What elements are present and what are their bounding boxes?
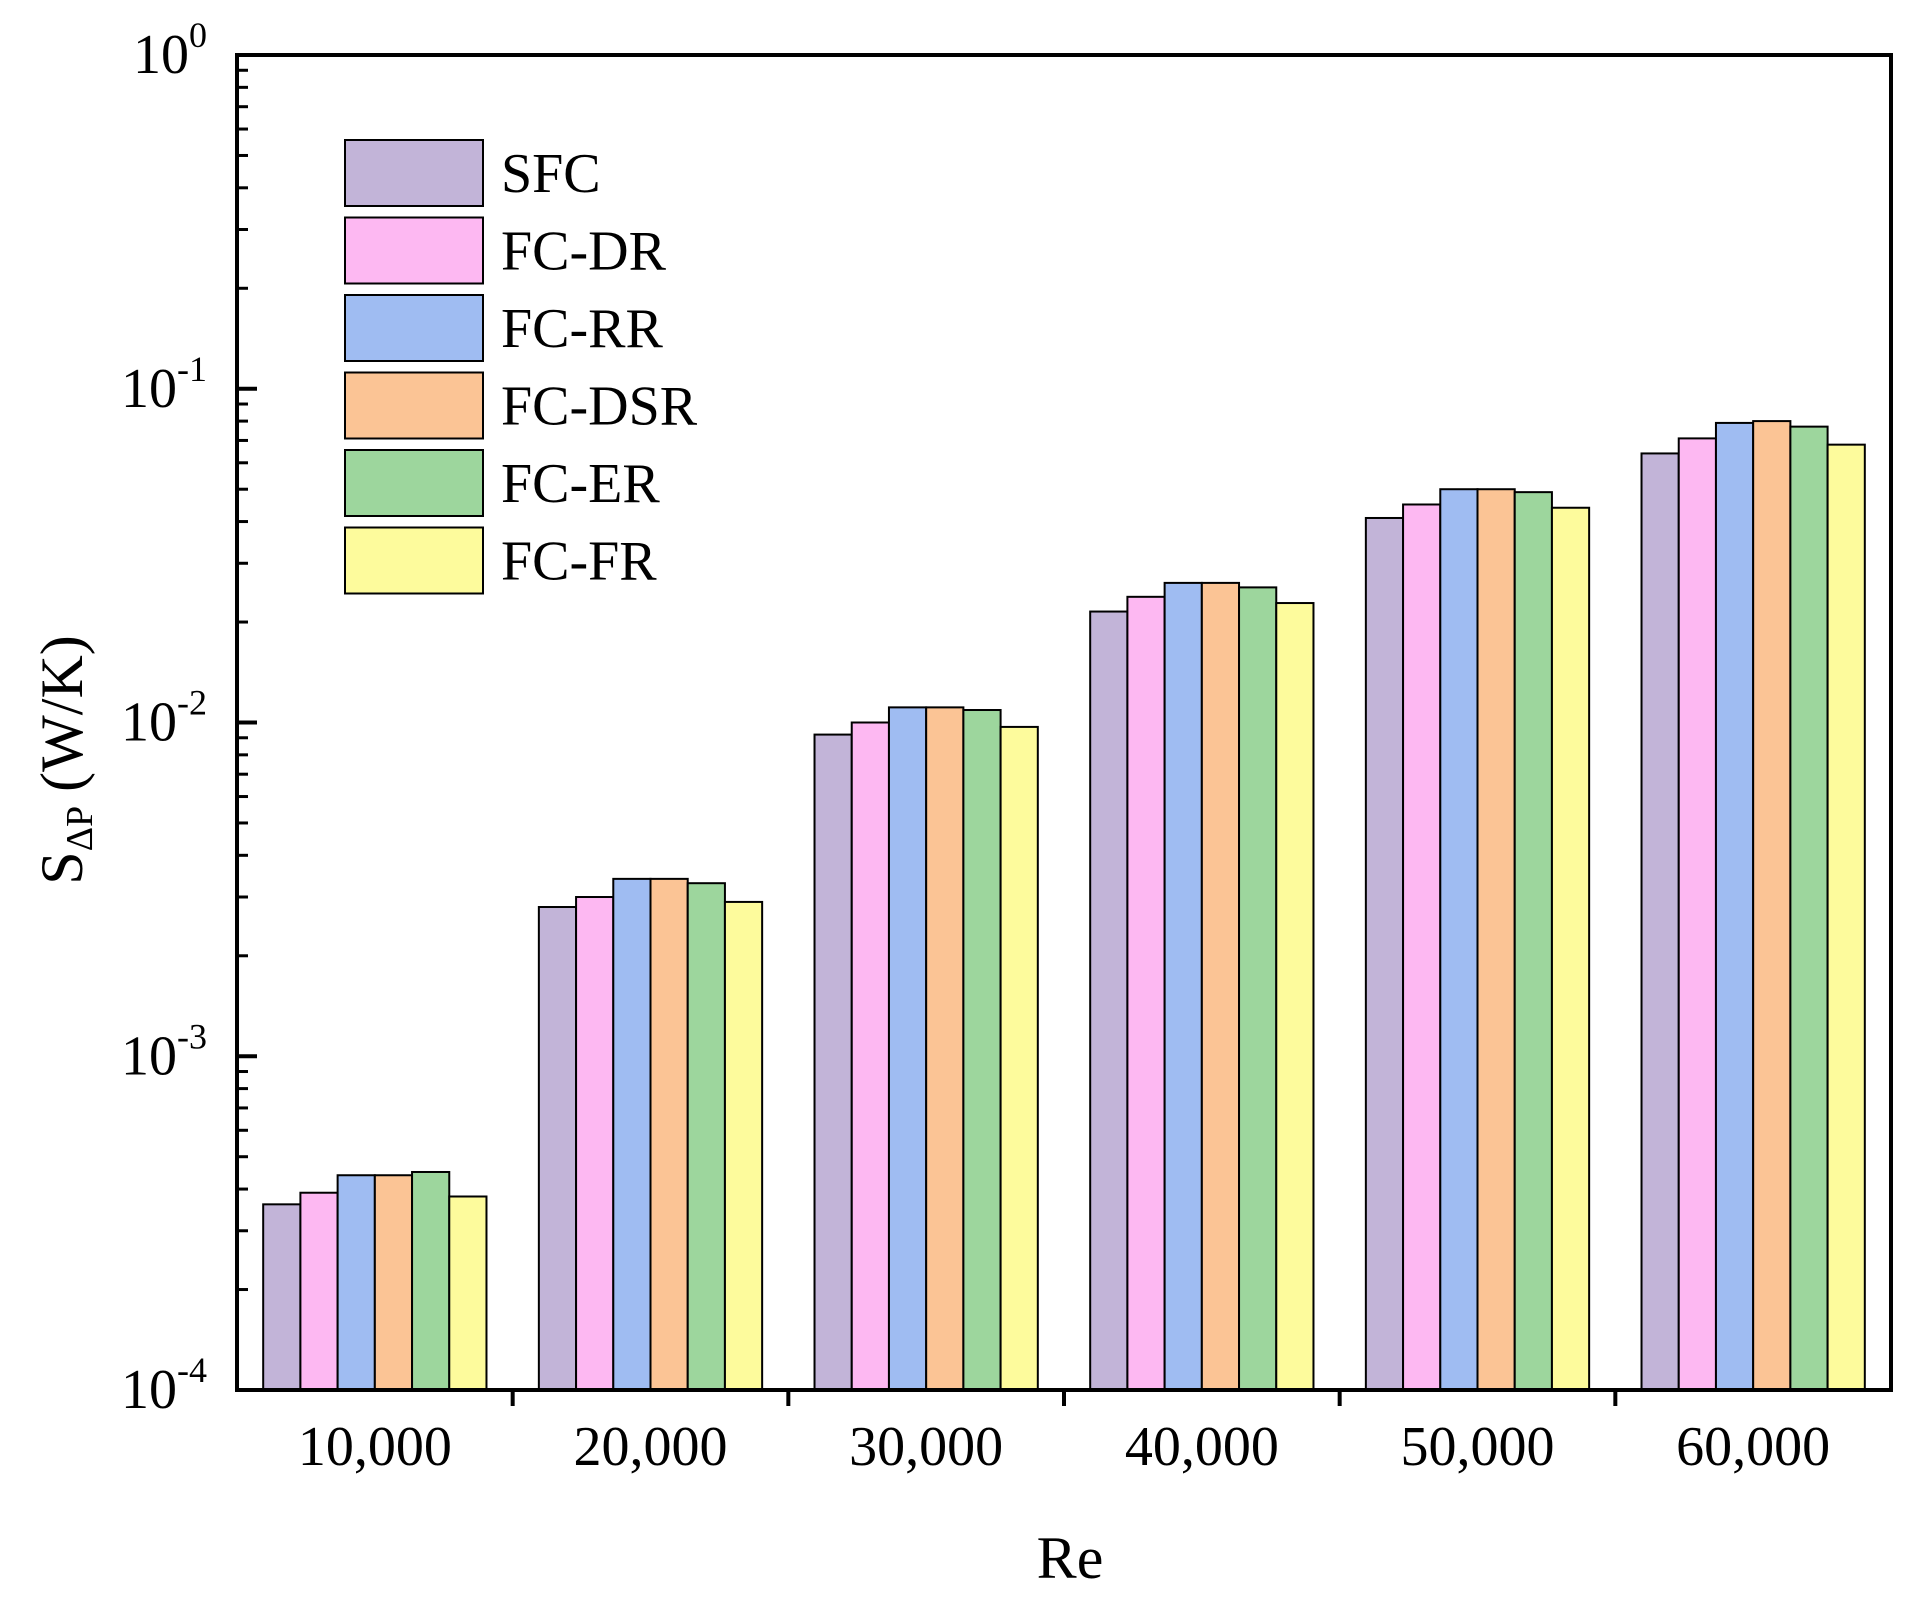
- x-tick-label-4: 50,000: [1401, 1416, 1555, 1478]
- y-tick-label-3: 10-3: [121, 1016, 207, 1087]
- y-axis-title-subscript: ΔP: [59, 806, 101, 852]
- legend-label-fc-fr: FC-FR: [501, 531, 657, 593]
- bar-fc-dr-0: [299, 1191, 339, 1391]
- x-tick-label-2: 30,000: [849, 1416, 1003, 1478]
- y-tick-base: 10: [121, 692, 177, 754]
- legend-swatch-fc-fr: [344, 526, 484, 595]
- legend: SFC FC-DR FC-RR FC-DSR FC-ER FC-FR: [344, 139, 698, 595]
- bar-fc-fr-3: [1275, 602, 1315, 1391]
- y-tick-exp: -2: [177, 683, 207, 723]
- bar-fc-dsr-3: [1200, 581, 1241, 1391]
- y-tick-exp: -1: [177, 349, 207, 389]
- bar-fc-rr-2: [887, 706, 928, 1391]
- bar-fc-er-2: [962, 709, 1002, 1391]
- y-tick-exp: -3: [177, 1016, 207, 1056]
- bar-sfc-1: [537, 906, 578, 1391]
- y-tick-exp: -4: [177, 1350, 207, 1390]
- legend-swatch-fc-er: [344, 449, 484, 517]
- x-tick-label-0: 10,000: [298, 1416, 452, 1478]
- bar-sfc-3: [1089, 610, 1129, 1391]
- bar-sfc-5: [1640, 452, 1680, 1391]
- legend-swatch-fc-dsr: [344, 371, 484, 440]
- bars-layer: [262, 420, 1866, 1392]
- y-tick-label-2: 10-2: [121, 683, 207, 754]
- bar-fc-er-5: [1789, 425, 1829, 1391]
- legend-swatch-fc-dr: [344, 216, 484, 285]
- bar-fc-fr-5: [1826, 443, 1866, 1391]
- x-tick-label-3: 40,000: [1125, 1416, 1279, 1478]
- legend-label-fc-er: FC-ER: [501, 453, 660, 515]
- bar-fc-fr-0: [448, 1195, 488, 1391]
- bar-fc-dsr-0: [373, 1174, 414, 1392]
- y-tick-base: 10: [121, 1025, 177, 1087]
- x-tick-label-1: 20,000: [574, 1416, 728, 1478]
- y-tick-base: 10: [121, 1359, 177, 1421]
- y-axis-title: SΔP (W/K): [29, 635, 101, 885]
- legend-label-fc-dr: FC-DR: [501, 221, 667, 283]
- y-tick-base: 10: [133, 24, 189, 86]
- bar-fc-dr-3: [1126, 595, 1166, 1391]
- bar-fc-rr-3: [1163, 581, 1203, 1391]
- x-axis-title: Re: [1037, 1525, 1104, 1591]
- y-tick-base: 10: [121, 358, 177, 420]
- bar-fc-dsr-1: [649, 877, 689, 1391]
- bar-fc-fr-2: [999, 725, 1039, 1391]
- legend-label-sfc: SFC: [501, 143, 601, 205]
- bar-fc-er-1: [686, 882, 726, 1391]
- bar-sfc-0: [262, 1203, 302, 1391]
- svg-text:SΔP(W/K): SΔP (W/K): [29, 635, 101, 885]
- bar-fc-dsr-2: [925, 706, 965, 1391]
- bar-fc-dsr-5: [1752, 420, 1792, 1392]
- bar-fc-dr-4: [1402, 503, 1442, 1392]
- bar-fc-er-0: [411, 1170, 451, 1392]
- legend-swatch-fc-rr: [344, 294, 484, 362]
- bar-fc-rr-5: [1714, 421, 1755, 1392]
- bar-fc-er-4: [1513, 491, 1553, 1392]
- bar-sfc-2: [813, 733, 853, 1391]
- bar-fc-rr-1: [612, 877, 652, 1391]
- bar-fc-rr-4: [1439, 488, 1479, 1391]
- y-axis-title-main: S: [29, 851, 95, 884]
- bar-fc-rr-0: [336, 1174, 376, 1392]
- legend-swatch-sfc: [344, 139, 484, 207]
- bar-fc-fr-1: [723, 900, 764, 1391]
- bar-fc-dr-1: [575, 896, 615, 1392]
- bar-fc-dsr-4: [1476, 488, 1516, 1391]
- y-tick-label-1: 10-1: [121, 349, 207, 420]
- y-tick-label-4: 10-4: [121, 1350, 207, 1421]
- y-tick-exp: 0: [189, 15, 207, 55]
- bar-sfc-4: [1364, 516, 1405, 1391]
- x-tick-label-5: 60,000: [1676, 1416, 1830, 1478]
- bar-fc-er-3: [1238, 586, 1278, 1391]
- labels-layer: Re SΔP (W/K): [29, 635, 1103, 1591]
- legend-label-fc-rr: FC-RR: [501, 298, 663, 360]
- legend-label-fc-dsr: FC-DSR: [501, 376, 698, 438]
- bar-fc-dr-5: [1677, 437, 1717, 1391]
- bar-fc-fr-4: [1550, 506, 1591, 1391]
- y-axis-title-unit: (W/K): [29, 635, 95, 792]
- bar-fc-dr-2: [850, 721, 890, 1391]
- y-tick-label-0: 100: [133, 15, 207, 86]
